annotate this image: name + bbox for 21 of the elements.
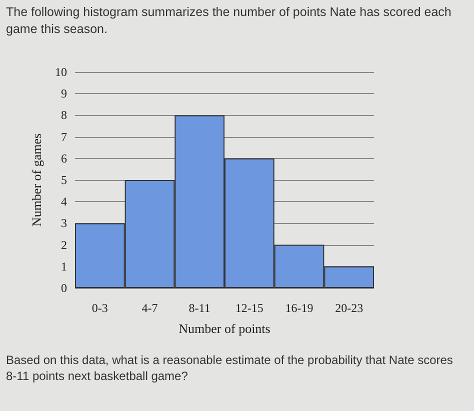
x-axis-title: Number of points xyxy=(178,321,270,336)
y-tick-label: 8 xyxy=(61,108,67,122)
y-tick-label: 5 xyxy=(61,173,67,187)
chart-title: The following histogram summarizes the number of points Nate has scored each game this season. xyxy=(6,4,452,38)
x-tick-label: 0-3 xyxy=(92,301,108,315)
y-tick-label: 7 xyxy=(61,130,67,144)
y-axis-title: Number of games xyxy=(29,133,44,227)
text: Based on this data, what is a reasonable estimate of the probability that Nate scores 8-11 points next basketball game? xyxy=(6,352,454,384)
x-tick-label: 8-11 xyxy=(188,301,210,315)
y-tick-label: 1 xyxy=(61,259,67,274)
y-tick-label: 3 xyxy=(61,216,67,230)
y-tick-label: 2 xyxy=(61,238,67,252)
y-tick-label: 9 xyxy=(61,86,67,101)
y-tick-label: 0 xyxy=(61,281,67,295)
y-tick-label: 6 xyxy=(61,151,67,166)
x-tick-label: 4-7 xyxy=(142,301,158,315)
x-tick-label: 20-23 xyxy=(335,301,364,315)
x-tick-label: 12-15 xyxy=(235,301,264,315)
y-tick-label: 4 xyxy=(61,194,67,209)
x-tick-label: 16-19 xyxy=(285,301,314,315)
y-tick-label: 10 xyxy=(55,65,67,79)
